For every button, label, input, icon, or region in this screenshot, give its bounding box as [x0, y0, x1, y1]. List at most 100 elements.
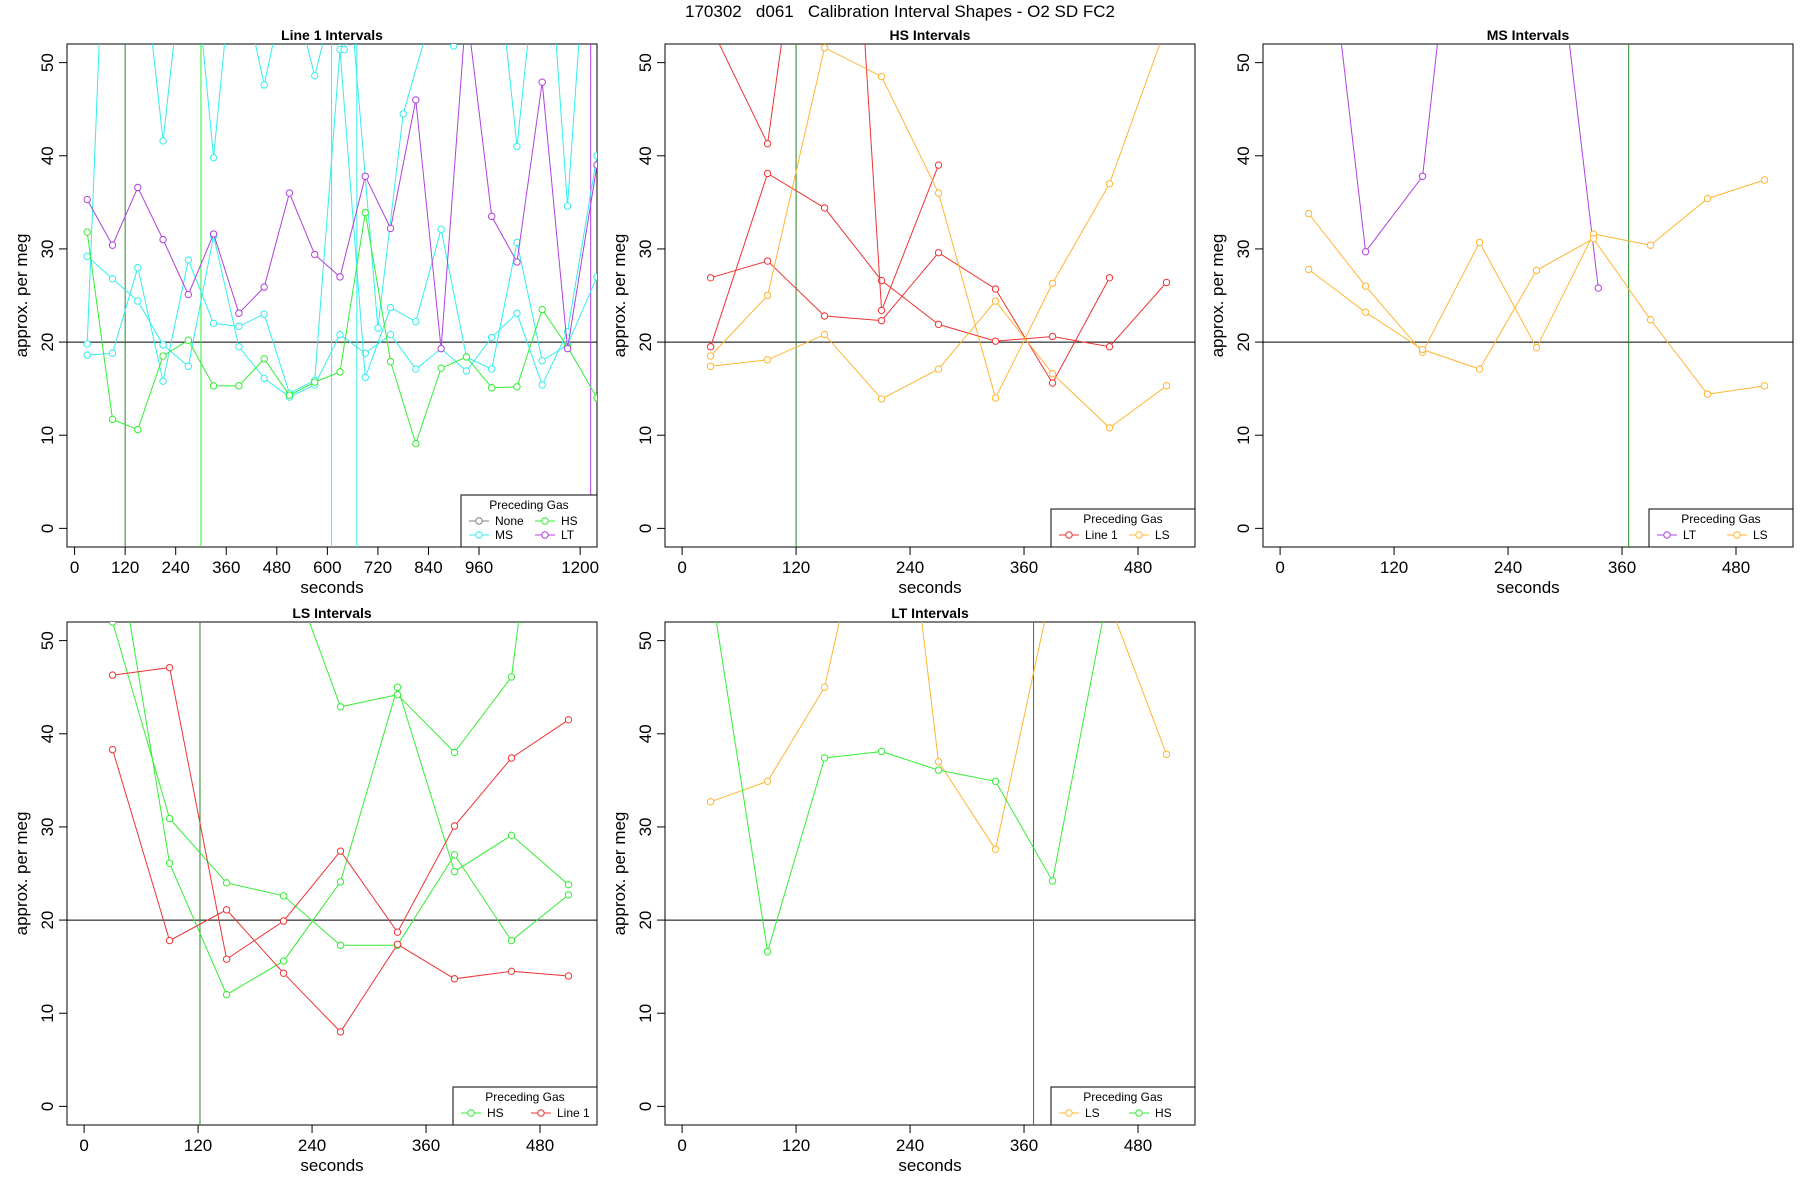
- legend: Preceding Gas HS Line 1: [452, 1086, 598, 1126]
- data-point: [877, 747, 886, 756]
- legend: Preceding Gas Line 1 LS: [1050, 508, 1196, 548]
- data-point: [593, 152, 597, 160]
- y-axis-label: approx. per meg: [1208, 234, 1227, 358]
- data-point: [1105, 343, 1114, 351]
- data-point: [450, 44, 458, 50]
- plot-frame: [66, 621, 598, 1126]
- y-tick-label: 50: [636, 631, 655, 650]
- plot-area: [67, 622, 597, 1125]
- y-tick-label: 50: [1234, 53, 1253, 72]
- x-tick-label: 120: [111, 558, 139, 577]
- x-axis-label: seconds: [300, 578, 363, 597]
- data-point: [877, 395, 886, 403]
- data-point: [412, 439, 420, 448]
- data-point: [386, 357, 395, 366]
- legend-swatch-point: [541, 517, 549, 525]
- series-line-ms: [86, 44, 580, 344]
- data-point: [593, 161, 597, 169]
- data-point: [513, 142, 521, 151]
- series-line-hs: [112, 622, 569, 946]
- data-point: [165, 859, 174, 867]
- data-point: [1594, 284, 1602, 292]
- panel-title: LT Intervals: [891, 605, 969, 621]
- legend-swatch-point: [1733, 531, 1741, 539]
- y-tick-label: 20: [636, 911, 655, 930]
- y-tick-label: 30: [636, 817, 655, 836]
- x-tick-label: 480: [263, 558, 291, 577]
- data-point: [159, 377, 167, 385]
- panel-5: LT Intervals 0 120 240 360 480 0 10 20 30 40 50 seco…: [610, 605, 1196, 1175]
- data-point: [83, 252, 91, 261]
- data-point: [279, 969, 288, 977]
- data-point: [336, 847, 345, 855]
- panel-3: MS Intervals 0 120 240 360 480 0 10 20 30 40 50 seco…: [1208, 27, 1794, 597]
- data-point: [877, 72, 886, 81]
- y-tick-label: 50: [38, 631, 57, 650]
- data-point: [235, 322, 243, 330]
- x-tick-label: 240: [162, 558, 190, 577]
- data-point: [235, 309, 243, 317]
- data-point: [184, 290, 193, 299]
- series-line-ls: [710, 622, 1167, 851]
- x-tick-label: 600: [313, 558, 341, 577]
- data-point: [285, 391, 294, 399]
- data-point: [159, 137, 167, 145]
- data-point: [108, 671, 117, 679]
- data-point: [222, 990, 231, 999]
- data-point: [209, 319, 218, 328]
- y-tick-label: 0: [1234, 524, 1253, 533]
- data-point: [279, 892, 288, 900]
- plot-area: [665, 44, 1195, 547]
- series-line-hs: [308, 622, 520, 754]
- data-point: [437, 364, 445, 372]
- data-point: [991, 845, 1000, 853]
- series-line-lt: [1340, 44, 1599, 289]
- data-point: [1105, 180, 1114, 188]
- data-point: [763, 777, 772, 785]
- data-point: [184, 336, 193, 344]
- panel-4: LS Intervals 0 120 240 360 480 0 10 20 30 40 50 seco…: [12, 605, 598, 1175]
- data-point: [108, 349, 117, 357]
- data-point: [450, 748, 459, 757]
- legend-entry-label: HS: [487, 1106, 504, 1120]
- data-point: [1048, 370, 1057, 378]
- legend: Preceding Gas LS HS: [1050, 1086, 1196, 1126]
- data-point: [437, 225, 445, 234]
- y-axis-label: approx. per meg: [610, 812, 629, 936]
- data-point: [513, 258, 521, 266]
- data-point: [108, 241, 117, 249]
- data-point: [393, 683, 402, 691]
- x-tick-label: 720: [364, 558, 392, 577]
- data-point: [159, 341, 167, 349]
- data-point: [1418, 172, 1427, 180]
- plot-area: [67, 44, 597, 547]
- data-point: [279, 917, 288, 925]
- data-point: [412, 317, 420, 326]
- data-point: [285, 189, 294, 197]
- legend-entry-label: HS: [561, 514, 578, 528]
- x-tick-label: 0: [1275, 558, 1284, 577]
- data-point: [386, 224, 395, 233]
- series-line-line-1: [710, 252, 1110, 385]
- x-tick-label: 120: [782, 558, 810, 577]
- data-point: [991, 777, 1000, 785]
- data-point: [1048, 379, 1057, 387]
- data-point: [361, 208, 369, 217]
- y-tick-label: 40: [1234, 146, 1253, 165]
- series-line-lt: [86, 44, 597, 349]
- x-tick-label: 240: [298, 1136, 326, 1155]
- data-point: [763, 257, 772, 265]
- legend-swatch-point: [1065, 531, 1073, 539]
- legend-entry-label: LT: [561, 528, 575, 542]
- data-point: [593, 394, 597, 402]
- series-line-ls: [1308, 179, 1765, 354]
- x-tick-label: 480: [1124, 1136, 1152, 1155]
- data-point: [450, 975, 459, 983]
- data-point: [507, 967, 516, 976]
- data-point: [763, 291, 772, 300]
- data-point: [513, 383, 521, 391]
- data-point: [374, 324, 382, 332]
- legend-entry-label: None: [495, 514, 524, 528]
- series-line-line-1: [112, 667, 569, 961]
- legend-entry-label: HS: [1155, 1106, 1172, 1120]
